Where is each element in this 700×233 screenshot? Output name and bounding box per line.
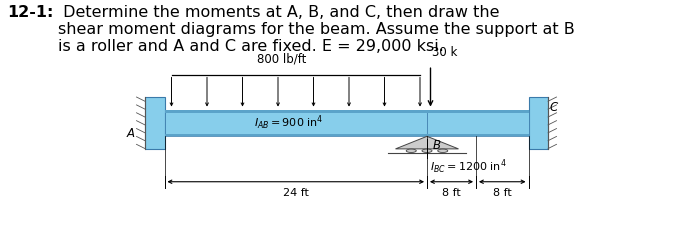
- Bar: [427, 134, 528, 136]
- Bar: [164, 110, 427, 136]
- Text: B: B: [433, 139, 440, 152]
- Bar: [528, 97, 548, 149]
- Bar: [164, 110, 427, 113]
- Text: $I_{AB} = 900$ in$^4$: $I_{AB} = 900$ in$^4$: [254, 114, 323, 132]
- Circle shape: [422, 149, 432, 152]
- Polygon shape: [395, 136, 458, 149]
- Bar: [427, 110, 528, 113]
- Circle shape: [406, 149, 416, 152]
- Text: 8 ft: 8 ft: [442, 188, 461, 198]
- Circle shape: [438, 149, 448, 152]
- Text: 24 ft: 24 ft: [283, 188, 309, 198]
- Bar: [164, 134, 427, 136]
- Text: 8 ft: 8 ft: [493, 188, 512, 198]
- Text: A: A: [127, 127, 134, 140]
- Text: 30 k: 30 k: [432, 46, 457, 59]
- Bar: [427, 110, 528, 136]
- Text: Determine the moments at A, B, and C, then draw the
shear moment diagrams for th: Determine the moments at A, B, and C, th…: [58, 5, 575, 55]
- Text: C: C: [550, 101, 558, 114]
- Bar: [145, 97, 164, 149]
- Text: 12-1:: 12-1:: [7, 5, 53, 20]
- Text: $I_{BC} = 1200$ in$^4$: $I_{BC} = 1200$ in$^4$: [430, 157, 508, 176]
- Text: 800 lb/ft: 800 lb/ft: [257, 52, 307, 65]
